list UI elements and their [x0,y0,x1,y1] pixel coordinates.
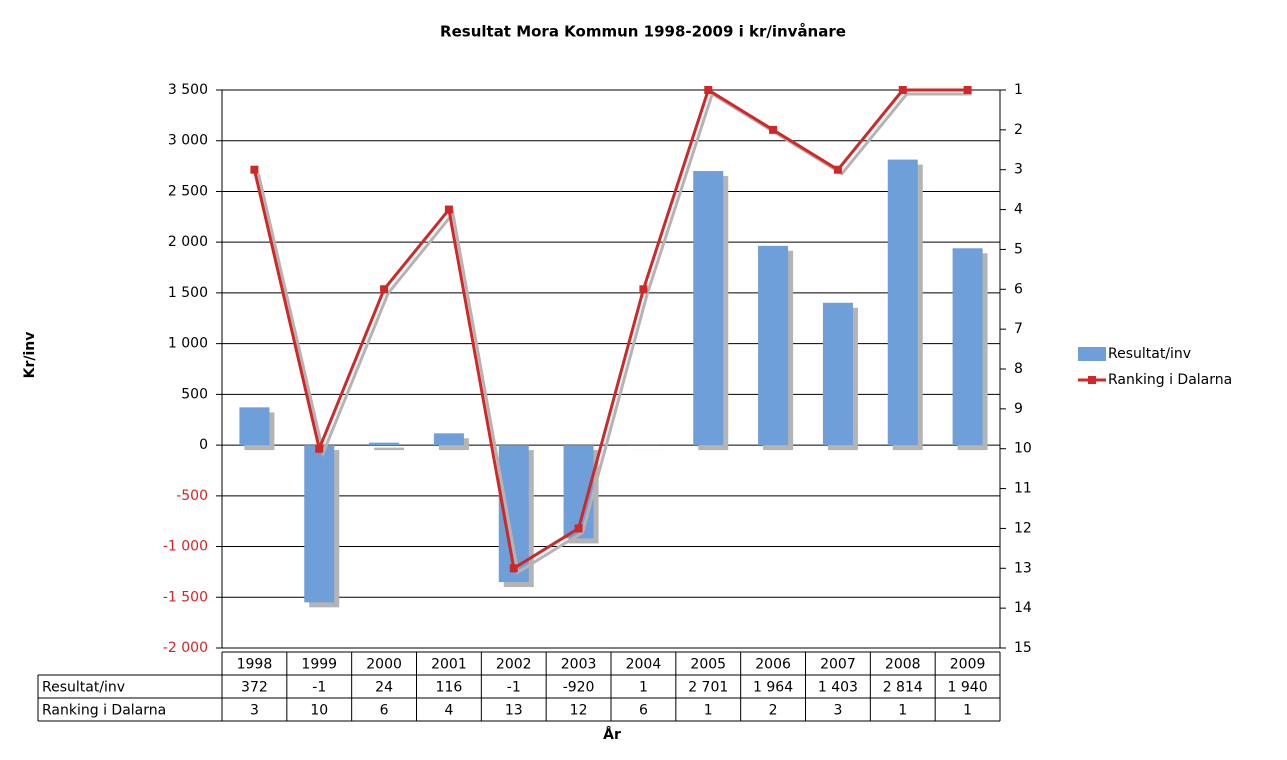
y-tick-label: -500 [176,488,208,504]
y2-tick-label: 2 [1014,122,1023,138]
y-tick-label: -1 500 [163,589,208,605]
y2-tick-label: 12 [1014,520,1032,536]
x-tick-label: 2003 [561,657,597,673]
table-value: 1 [963,703,972,719]
y2-tick-label: 6 [1014,281,1023,297]
line [252,87,968,571]
x-tick-label: 2007 [820,657,856,673]
table-value: 372 [241,680,268,696]
y-tick-label: 500 [181,386,208,402]
y-tick-label: 2 000 [168,234,208,250]
y2-tick-label: 5 [1014,241,1023,257]
table-value: -1 [312,680,326,696]
x-tick-label: 2000 [366,657,402,673]
y-tick-label: 2 500 [168,183,208,199]
line-marker [444,205,453,214]
x-tick-label: 2004 [626,657,662,673]
x-tick-label: 2005 [690,657,726,673]
chart-title: Resultat Mora Kommun 1998-2009 i kr/invå… [440,23,846,41]
line-marker [250,165,259,174]
y-axis-title: Kr/inv [22,332,38,379]
table-value: 3 [833,703,842,719]
table-value: 1 964 [753,680,793,696]
table-value: 1 940 [948,680,988,696]
y2-tick-label: 3 [1014,162,1023,178]
line-marker [769,125,778,134]
table-value: -1 [507,680,521,696]
bar [952,248,983,446]
line-marker [380,285,389,294]
legend-label: Ranking i Dalarna [1108,372,1232,388]
y2-tick-label: 8 [1014,361,1023,377]
table-value: 24 [375,680,393,696]
y-tick-label: 1 000 [168,336,208,352]
line-marker [963,86,972,94]
table-value: 1 [639,680,648,696]
table-value: 2 [769,703,778,719]
x-tick-label: 1998 [237,657,273,673]
line-marker [509,564,518,573]
bar [304,445,335,603]
y2-tick-label: 13 [1014,560,1032,576]
line-marker [704,86,713,94]
table-value: 13 [505,703,523,719]
y2-tick-label: 15 [1014,640,1032,656]
table-value: 116 [436,680,463,696]
table-value: 10 [310,703,328,719]
x-tick-label: 2009 [950,657,986,673]
x-axis-title: År [603,726,621,743]
table-value: 1 [704,703,713,719]
bar [693,171,724,446]
bar [433,433,464,446]
y-tick-label: 1 500 [168,285,208,301]
line-marker [574,524,583,533]
table-value: 2 701 [688,680,728,696]
line-marker [898,86,907,94]
bar [822,302,853,446]
y2-tick-label: 10 [1014,441,1032,457]
x-tick-label: 2008 [885,657,921,673]
y2-tick-label: 11 [1014,481,1032,497]
table-value: 4 [444,703,453,719]
x-tick-label: 2001 [431,657,467,673]
table-value: 3 [250,703,259,719]
legend-swatch [1078,347,1106,361]
y-tick-label: 0 [199,437,208,453]
bar [887,159,918,446]
line-marker [639,285,648,294]
x-tick-label: 2006 [755,657,791,673]
legend-label: Resultat/inv [1108,346,1191,362]
table-value: -920 [563,680,595,696]
table-value: 12 [570,703,588,719]
line-marker [315,444,324,453]
table-row-label: Resultat/inv [42,680,125,696]
y2-tick-label: 9 [1014,401,1023,417]
line-marker [833,165,842,174]
y-tick-label: 3 000 [168,133,208,149]
bar-shadow [374,447,405,451]
y2-tick-label: 4 [1014,202,1023,218]
x-tick-label: 2002 [496,657,532,673]
table-value: 6 [380,703,389,719]
y2-tick-label: 7 [1014,321,1023,337]
table-value: 6 [639,703,648,719]
line-shadow [256,91,972,575]
table-value: 1 403 [818,680,858,696]
bar [369,442,400,446]
legend-swatch [1088,376,1096,384]
y2-tick-label: 1 [1014,82,1023,98]
bar [758,245,789,446]
y2-tick-label: 14 [1014,600,1032,616]
y-tick-label: -1 000 [163,539,208,555]
y-tick-label: -2 000 [163,640,208,656]
table-value: 2 814 [883,680,923,696]
y-tick-label: 3 500 [168,82,208,98]
x-tick-label: 1999 [301,657,337,673]
bar [239,407,270,446]
table-value: 1 [898,703,907,719]
table-row-label: Ranking i Dalarna [42,703,166,719]
